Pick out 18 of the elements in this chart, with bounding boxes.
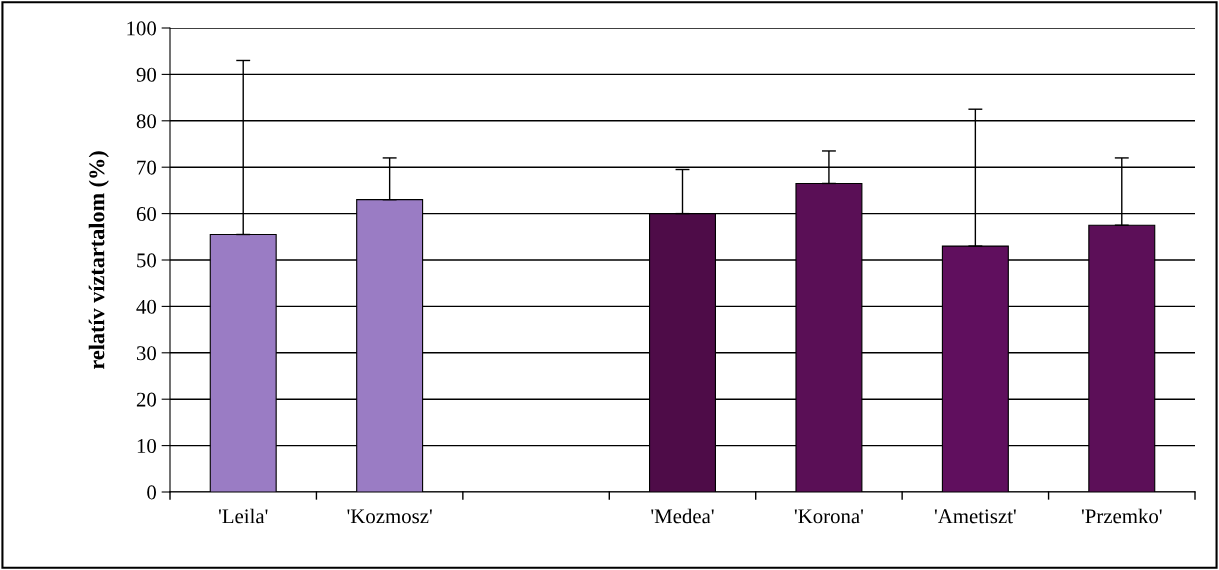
y-tick-label: 0 bbox=[147, 485, 157, 500]
y-tick-label: 100 bbox=[127, 21, 157, 36]
y-axis-title: relatív víztartalom (%) bbox=[88, 151, 109, 370]
x-tick-label: 'Przemko' bbox=[1081, 508, 1162, 524]
x-tick-label: 'Kozmosz' bbox=[347, 509, 432, 524]
y-tick-label: 60 bbox=[136, 206, 157, 222]
x-tick-label: 'Korona' bbox=[794, 509, 864, 524]
y-tick-label: 40 bbox=[136, 299, 157, 314]
x-tick-label: 'Ametiszt' bbox=[934, 509, 1016, 524]
y-tick-label: 10 bbox=[137, 438, 157, 454]
y-tick-label: 20 bbox=[136, 392, 157, 407]
y-tick-label: 80 bbox=[136, 114, 157, 129]
x-tick-label: 'Medea' bbox=[651, 508, 714, 524]
x-tick-label: 'Leila' bbox=[218, 508, 268, 524]
y-tick-label: 70 bbox=[137, 160, 157, 175]
y-tick-label: 30 bbox=[136, 346, 157, 361]
y-tick-label: 90 bbox=[136, 67, 157, 82]
y-tick-label: 50 bbox=[137, 253, 157, 268]
